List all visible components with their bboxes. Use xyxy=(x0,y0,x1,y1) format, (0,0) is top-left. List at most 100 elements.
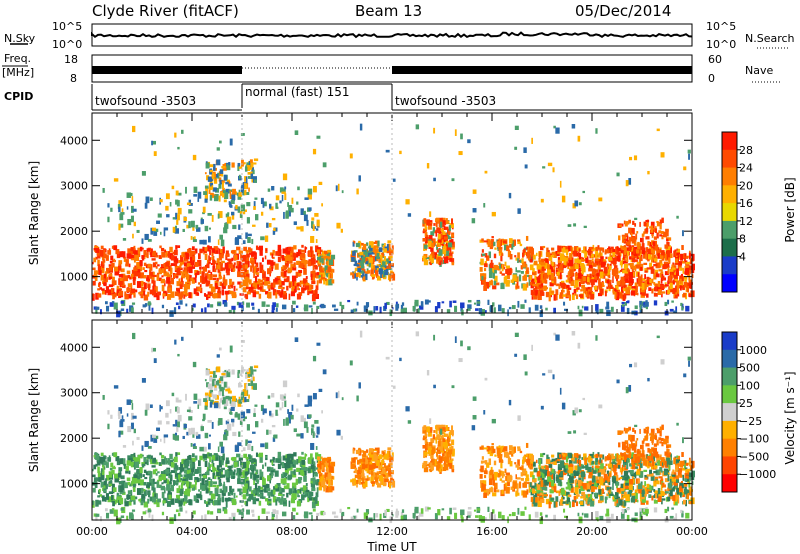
power-cell xyxy=(624,233,629,238)
power-cell xyxy=(245,176,248,184)
velocity-cell xyxy=(493,482,498,490)
power-cell xyxy=(522,252,524,258)
power-cell xyxy=(339,301,342,307)
velocity-cell xyxy=(498,456,503,461)
velocity-cell xyxy=(691,470,695,478)
power-cell xyxy=(172,251,176,255)
power-cell xyxy=(310,246,313,253)
velocity-cell xyxy=(318,482,321,486)
power-cell xyxy=(536,285,542,290)
power-cell xyxy=(136,271,141,277)
velocity-cell xyxy=(208,462,210,468)
power-cell xyxy=(225,294,228,301)
velocity-cell xyxy=(133,496,138,500)
velocity-cell xyxy=(98,477,102,483)
velocity-cell xyxy=(504,468,507,473)
velocity-cell xyxy=(282,493,285,497)
power-cell xyxy=(194,261,199,267)
power-cell xyxy=(519,243,523,247)
power-cell xyxy=(529,281,533,286)
velocity-cell xyxy=(149,482,152,486)
velocity-cell xyxy=(576,480,580,486)
power-cell xyxy=(437,240,442,247)
power-cell xyxy=(441,301,445,304)
power-cell xyxy=(599,261,602,266)
power-cell xyxy=(176,268,180,275)
power-cell xyxy=(279,187,284,193)
power-cell xyxy=(565,279,570,283)
power-cell xyxy=(163,271,168,277)
velocity-cell xyxy=(432,458,435,466)
power-cell xyxy=(454,305,458,312)
velocity-cell xyxy=(281,488,285,493)
velocity-cell xyxy=(143,469,147,473)
power-cell xyxy=(113,178,119,182)
power-cell xyxy=(545,307,548,311)
power-cell xyxy=(378,268,383,275)
power-cell xyxy=(633,246,638,252)
velocity-cell xyxy=(327,473,332,480)
power-cell xyxy=(354,308,358,312)
velocity-cell xyxy=(362,483,366,488)
power-cell xyxy=(285,247,288,252)
velocity-cell xyxy=(210,469,213,473)
power-cell xyxy=(585,291,590,298)
power-cell xyxy=(523,248,526,253)
velocity-cell xyxy=(161,475,166,480)
power-cell xyxy=(508,306,512,310)
velocity-cell xyxy=(147,498,150,504)
power-cell xyxy=(111,262,115,268)
power-cell xyxy=(374,266,378,273)
power-cell xyxy=(315,228,319,231)
power-cell xyxy=(615,274,620,279)
velocity-cell xyxy=(111,499,114,503)
power-cell xyxy=(268,294,272,297)
date-title: 05/Dec/2014 xyxy=(575,2,671,20)
power-cell xyxy=(213,246,218,251)
velocity-cell xyxy=(133,499,136,505)
velocity-cell xyxy=(258,500,262,506)
velocity-cell xyxy=(153,457,156,462)
velocity-cell xyxy=(209,456,211,463)
velocity-cell xyxy=(614,472,618,477)
velocity-cell xyxy=(272,489,276,495)
velocity-cell xyxy=(288,474,293,480)
power-cell xyxy=(218,275,222,280)
velocity-cell xyxy=(141,493,146,499)
velocity-cell xyxy=(307,491,312,499)
power-cell xyxy=(97,293,102,298)
velocity-cell xyxy=(246,498,251,502)
power-cell xyxy=(204,185,209,189)
power-cell xyxy=(162,293,166,297)
power-cell xyxy=(317,259,320,263)
velocity-cell xyxy=(261,496,266,500)
power-cell xyxy=(237,165,240,172)
power-cell xyxy=(644,267,649,273)
power-cell xyxy=(591,253,595,258)
velocity-cell xyxy=(137,476,141,480)
velocity-cell xyxy=(302,485,307,491)
power-cell xyxy=(208,261,211,264)
power-cell xyxy=(636,231,639,234)
power-cell xyxy=(209,164,214,168)
power-cell xyxy=(647,221,649,227)
power-cell xyxy=(100,245,104,250)
power-cell xyxy=(261,281,266,285)
velocity-cell xyxy=(97,466,100,474)
power-cell xyxy=(185,303,188,307)
power-cell xyxy=(501,253,504,256)
power-cell xyxy=(219,262,223,266)
power-cell xyxy=(318,181,323,186)
power-cell xyxy=(656,220,659,223)
power-cell xyxy=(195,224,199,229)
velocity-cell xyxy=(201,484,206,491)
power-cell xyxy=(156,274,159,281)
velocity-cell xyxy=(369,464,373,470)
power-cell xyxy=(208,187,211,195)
power-cell xyxy=(658,269,663,272)
velocity-cell xyxy=(281,461,285,468)
power-cell xyxy=(262,271,266,279)
power-cell xyxy=(254,291,260,295)
velocity-cell xyxy=(186,485,191,493)
velocity-cell xyxy=(188,499,192,506)
